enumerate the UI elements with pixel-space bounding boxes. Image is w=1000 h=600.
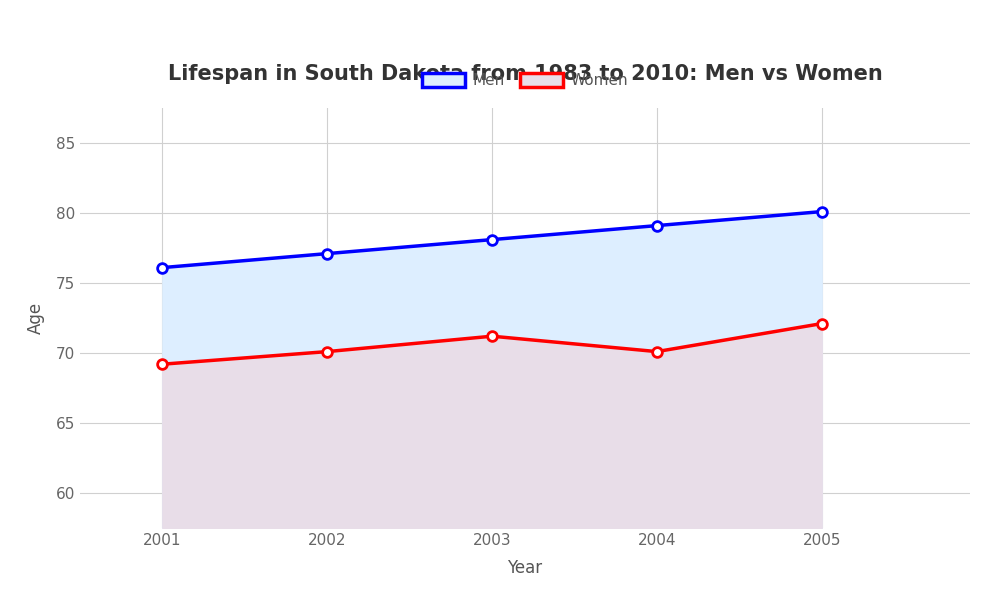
X-axis label: Year: Year (507, 559, 543, 577)
Y-axis label: Age: Age (27, 302, 45, 334)
Legend: Men, Women: Men, Women (414, 65, 636, 95)
Title: Lifespan in South Dakota from 1983 to 2010: Men vs Women: Lifespan in South Dakota from 1983 to 20… (168, 64, 882, 84)
